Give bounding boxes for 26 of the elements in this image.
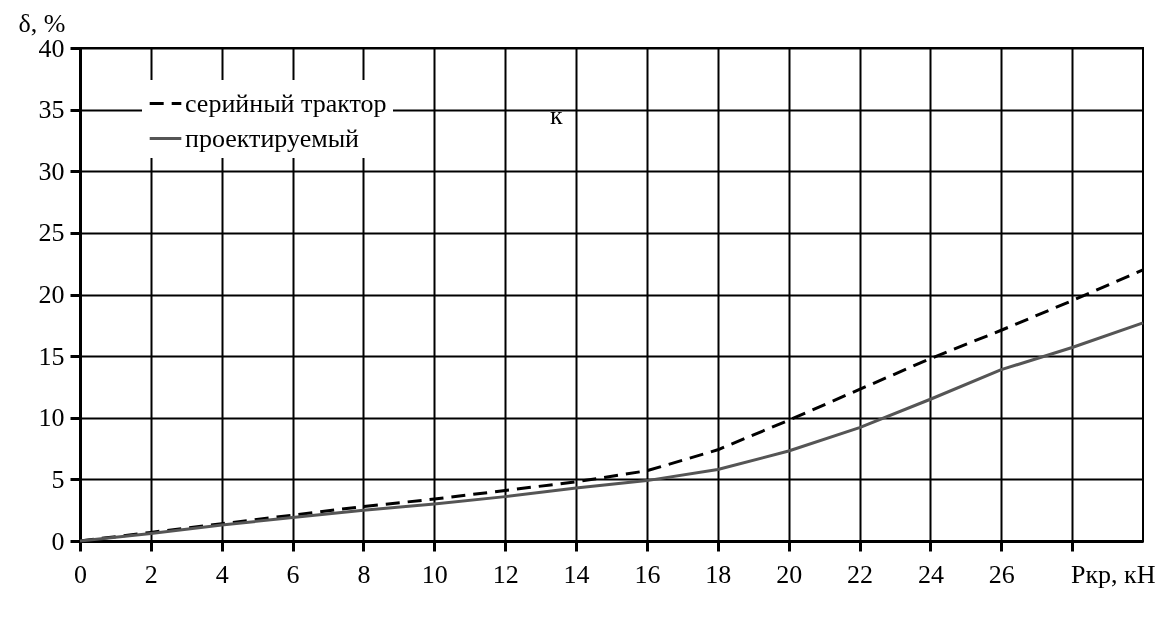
x-tick-label: 0 — [74, 559, 87, 589]
x-tick-label: 18 — [705, 559, 732, 589]
y-tick-label: 5 — [51, 464, 65, 494]
x-tick-label: 12 — [492, 559, 519, 589]
x-axis-title: Pкр, кН — [1071, 559, 1156, 589]
y-tick-label: 0 — [51, 526, 65, 556]
legend-label: проектируемый — [185, 123, 360, 153]
y-tick-label: 15 — [38, 341, 65, 371]
y-tick-label: 25 — [38, 218, 65, 248]
x-tick-label: 4 — [215, 559, 229, 589]
y-tick-label: 35 — [38, 95, 65, 125]
x-tick-label: 16 — [634, 559, 661, 589]
x-tick-label: 14 — [563, 559, 590, 589]
x-tick-label: 26 — [988, 559, 1015, 589]
x-tick-label: 22 — [847, 559, 874, 589]
x-tick-label: 24 — [917, 559, 944, 589]
legend-label: серийный трактор — [185, 88, 387, 118]
y-tick-label: 20 — [38, 280, 65, 309]
annotation: к — [550, 101, 563, 130]
x-tick-label: 8 — [357, 559, 371, 589]
x-tick-label: 10 — [421, 559, 448, 589]
y-tick-label: 10 — [38, 403, 65, 433]
x-tick-label: 2 — [144, 559, 158, 589]
y-tick-label: 30 — [38, 156, 65, 186]
x-tick-label: 6 — [286, 559, 300, 589]
x-tick-label: 20 — [776, 559, 803, 589]
